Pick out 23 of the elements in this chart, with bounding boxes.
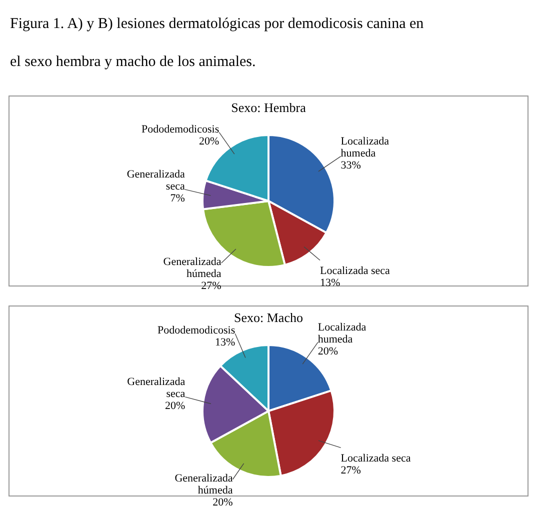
data-label: 20% (212, 496, 233, 508)
data-label: 20% (164, 400, 186, 412)
text: Figura 1. A) y B) lesiones dermatológicas por demodicosis canina en el sexo hembra y macho de los animales. (10, 16, 424, 70)
data-label: 13% (320, 277, 340, 290)
slice-label: Pododemodicosis (142, 123, 220, 136)
data-label: 27% (201, 280, 222, 292)
data-label: 13% (214, 336, 236, 349)
slice-label: Localizada humeda (340, 135, 390, 160)
data-label: 7% (170, 192, 185, 204)
chart-title: Sexo: Macho (234, 310, 303, 325)
slice-label: Localizada humeda (318, 321, 366, 346)
slice-label: Generalizada húmeda (174, 472, 233, 496)
data-label: 33% (340, 159, 361, 172)
slice-label: Generalizada húmeda (163, 256, 222, 280)
slice-label: Localizada seca (320, 265, 390, 278)
data-label: 27% (340, 464, 361, 477)
data-label: 20% (318, 345, 338, 358)
slice-label: Generalizada seca (127, 376, 186, 400)
slice-label: Pododemodicosis (158, 324, 236, 337)
chart-title: Sexo: Hembra (231, 100, 306, 115)
slice-label: Localizada seca (340, 452, 411, 465)
slice-label: Generalizada seca (126, 168, 185, 192)
data-label: 20% (198, 135, 220, 148)
